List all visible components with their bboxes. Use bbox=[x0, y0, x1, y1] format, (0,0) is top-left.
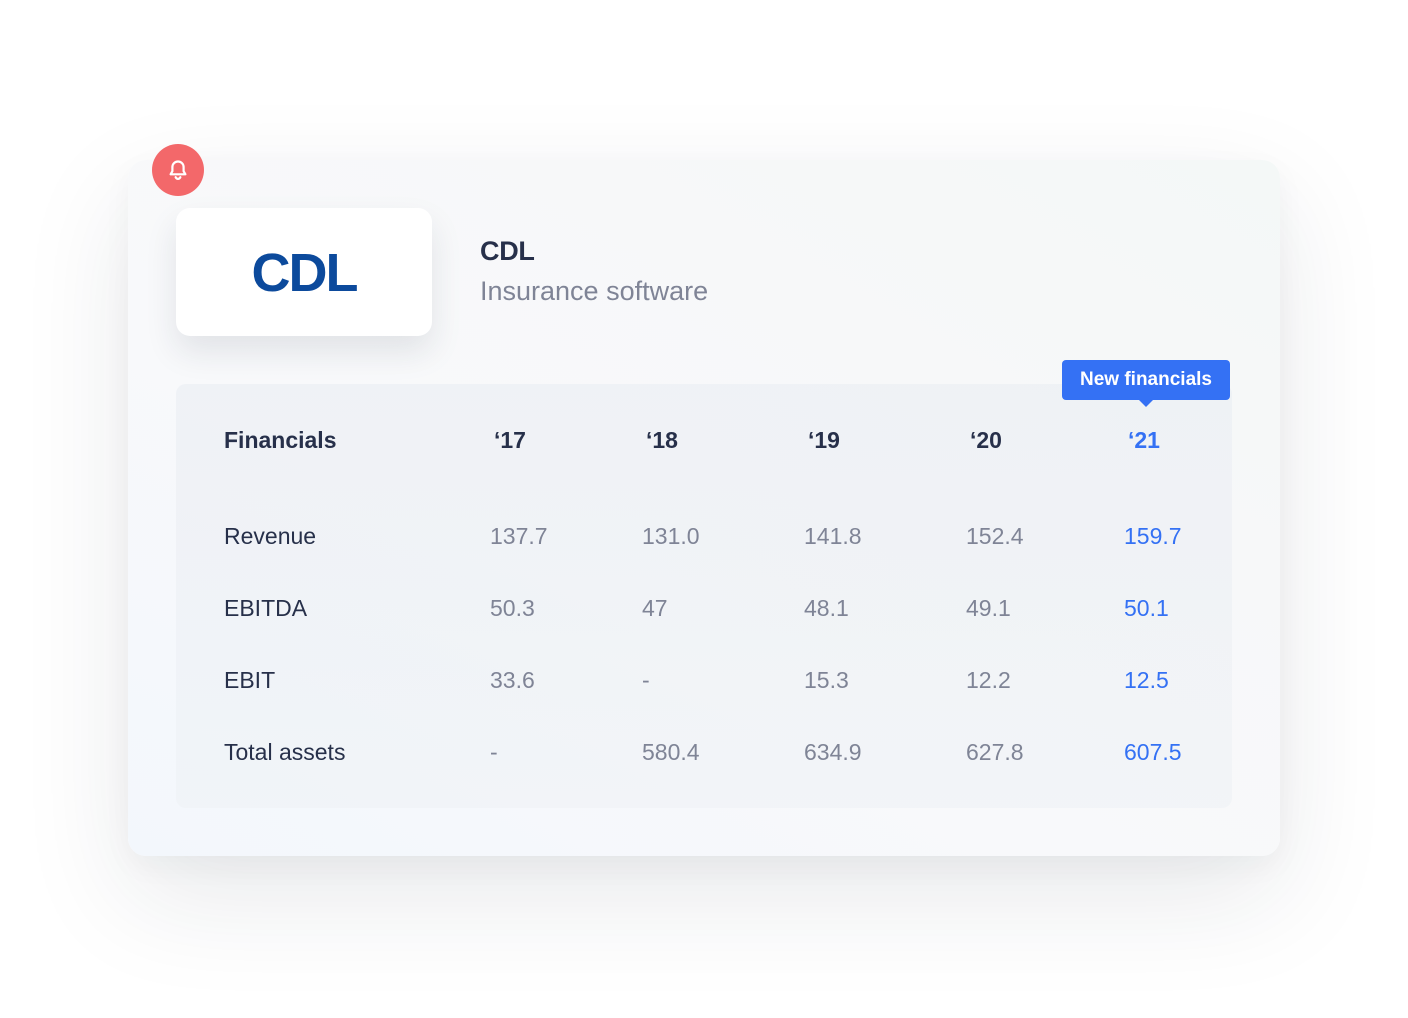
table-cell: 141.8 bbox=[804, 523, 862, 549]
table-cell-highlighted: 607.5 bbox=[1124, 739, 1182, 765]
company-logo: CDL bbox=[252, 248, 360, 296]
row-label: Total assets bbox=[224, 739, 346, 765]
table-cell: 49.1 bbox=[966, 595, 1011, 621]
table-cell: 131.0 bbox=[642, 523, 700, 549]
table-cell: 48.1 bbox=[804, 595, 849, 621]
year-header: ‘18 bbox=[646, 427, 678, 453]
table-cell: 15.3 bbox=[804, 667, 849, 693]
company-name: CDL bbox=[480, 236, 535, 266]
year-header: ‘17 bbox=[494, 427, 526, 453]
table-cell: - bbox=[490, 739, 498, 765]
table-cell-highlighted: 50.1 bbox=[1124, 595, 1169, 621]
table-header-label: Financials bbox=[224, 427, 337, 453]
row-label: EBITDA bbox=[224, 595, 308, 621]
table-cell: 627.8 bbox=[966, 739, 1024, 765]
notification-bell-button[interactable] bbox=[152, 144, 204, 196]
table-cell: 137.7 bbox=[490, 523, 548, 549]
table-cell-highlighted: 12.5 bbox=[1124, 667, 1169, 693]
table-cell: 33.6 bbox=[490, 667, 535, 693]
company-logo-text: CDL bbox=[252, 248, 358, 296]
table-cell: - bbox=[642, 667, 650, 693]
new-financials-badge: New financials bbox=[1062, 360, 1230, 400]
year-header-highlighted: ‘21 bbox=[1128, 427, 1160, 453]
row-label: Revenue bbox=[224, 523, 317, 549]
year-header: ‘20 bbox=[970, 427, 1002, 453]
table-cell: 152.4 bbox=[966, 523, 1024, 549]
bell-icon bbox=[169, 160, 187, 181]
table-cell: 12.2 bbox=[966, 667, 1011, 693]
table-cell: 47 bbox=[642, 595, 668, 621]
company-logo-card: CDL bbox=[176, 208, 432, 336]
row-label: EBIT bbox=[224, 667, 276, 693]
table-cell: 634.9 bbox=[804, 739, 862, 765]
table-cell: 580.4 bbox=[642, 739, 700, 765]
badge-pointer bbox=[1138, 399, 1154, 407]
table-cell-highlighted: 159.7 bbox=[1124, 523, 1182, 549]
company-sector: Insurance software bbox=[480, 276, 709, 306]
table-cell: 50.3 bbox=[490, 595, 535, 621]
financials-table-panel bbox=[176, 384, 1232, 808]
year-header: ‘19 bbox=[808, 427, 840, 453]
